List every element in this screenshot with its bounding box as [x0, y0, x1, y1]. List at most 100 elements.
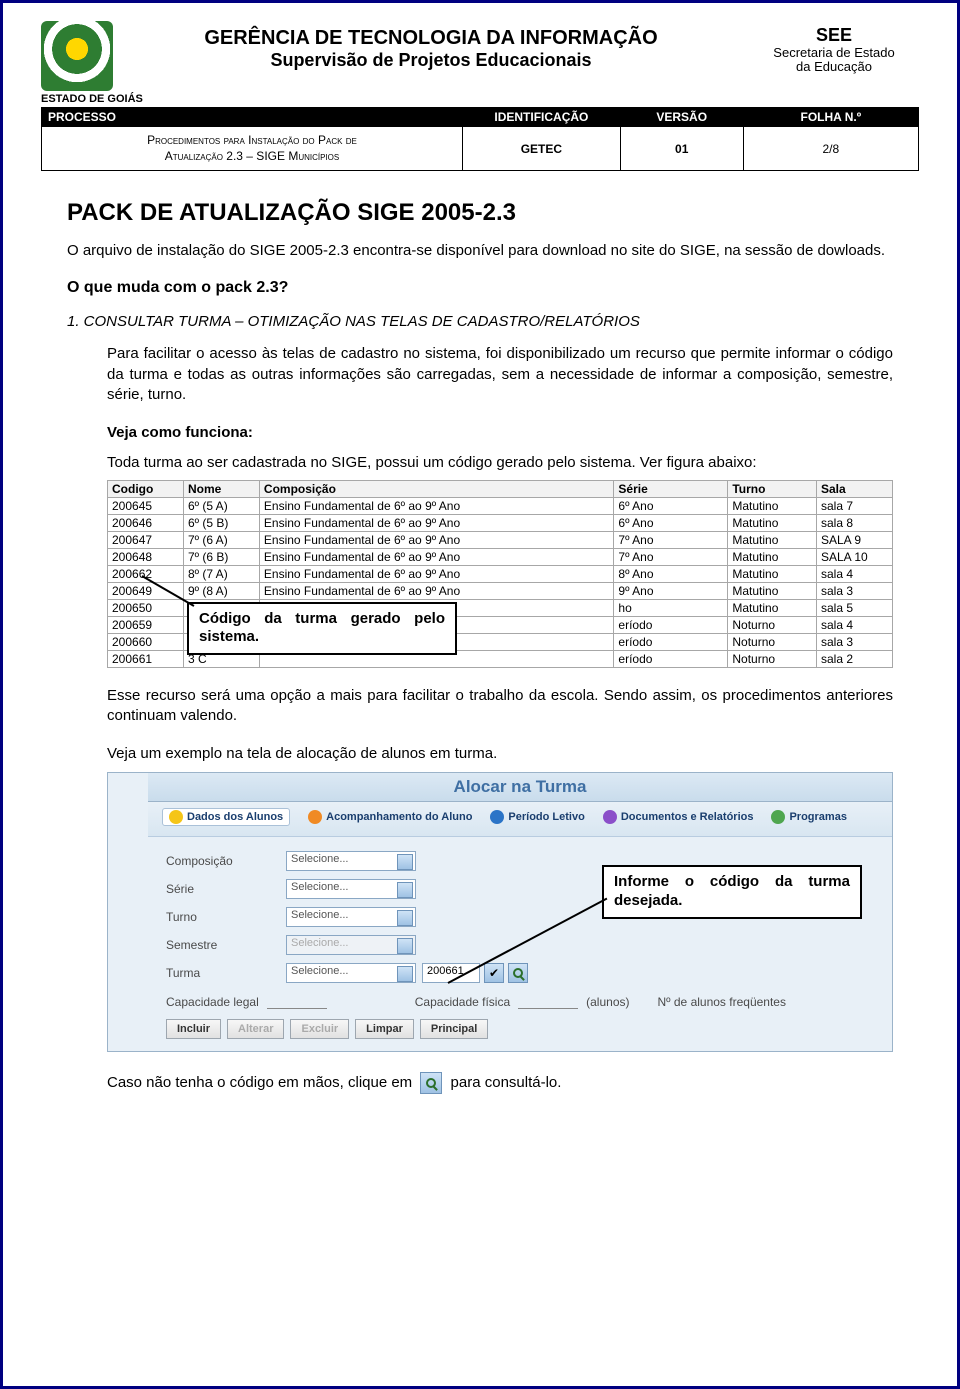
table-cell: 9º (8 A): [183, 582, 259, 599]
row-turma: Turma Selecione... 200661 ✔: [166, 963, 874, 983]
main-title: PACK DE ATUALIZAÇÃO SIGE 2005-2.3: [67, 199, 893, 227]
table-cell: ho: [614, 599, 728, 616]
table-cell: sala 3: [816, 633, 892, 650]
search-icon-inline[interactable]: [420, 1072, 442, 1094]
table-cell: eríodo: [614, 650, 728, 667]
th-ident: IDENTIFICAÇÃO: [462, 108, 620, 127]
see-block: SEE Secretaria de Estado da Educação: [749, 21, 919, 75]
table-cell: Matutino: [728, 582, 817, 599]
table-cell: SALA 9: [816, 531, 892, 548]
table-cell: 200650: [108, 599, 184, 616]
table-cell: 200661: [108, 650, 184, 667]
proc-line1: Procedimentos para Instalação do Pack de: [147, 133, 357, 147]
item1-title: 1. CONSULTAR TURMA – OTIMIZAÇÃO NAS TELA…: [67, 313, 893, 330]
form-body: Composição Selecione... Série Selecione.…: [148, 837, 892, 995]
table-cell: sala 5: [816, 599, 892, 616]
select-semestre: Selecione...: [286, 935, 416, 955]
select-serie[interactable]: Selecione...: [286, 879, 416, 899]
table-cell: 8º Ano: [614, 565, 728, 582]
form-tab[interactable]: Período Letivo: [490, 808, 584, 826]
table-cell: sala 3: [816, 582, 892, 599]
table-cell: 200648: [108, 548, 184, 565]
incluir-button[interactable]: Incluir: [166, 1019, 221, 1039]
form-button-row: IncluirAlterarExcluirLimparPrincipal: [148, 1009, 892, 1039]
table-cell: sala 4: [816, 616, 892, 633]
select-turma[interactable]: Selecione...: [286, 963, 416, 983]
table-cell: Matutino: [728, 565, 817, 582]
header-info-table: PROCESSO IDENTIFICAÇÃO VERSÃO FOLHA N.º …: [41, 107, 919, 171]
after-table-1: Esse recurso será uma opção a mais para …: [67, 686, 893, 727]
table-cell: sala 4: [816, 565, 892, 582]
label-turma: Turma: [166, 966, 286, 980]
ident-value: GETEC: [462, 127, 620, 171]
table-cell: 200659: [108, 616, 184, 633]
table-cell: 6º (5 A): [183, 497, 259, 514]
final-text-2: para consultá-lo.: [451, 1074, 562, 1091]
limpar-button[interactable]: Limpar: [355, 1019, 414, 1039]
folha-value: 2/8: [743, 127, 918, 171]
form-tab[interactable]: Acompanhamento do Aluno: [308, 808, 472, 826]
form-title: Alocar na Turma: [148, 773, 892, 802]
label-serie: Série: [166, 882, 286, 896]
table-cell: Ensino Fundamental de 6º ao 9º Ano: [259, 565, 614, 582]
table-cell: Noturno: [728, 616, 817, 633]
table-cell: 7º Ano: [614, 531, 728, 548]
excluir-button: Excluir: [290, 1019, 349, 1039]
table-cell: Noturno: [728, 633, 817, 650]
table-cell: 9º Ano: [614, 582, 728, 599]
see-sub1: Secretaria de Estado: [749, 46, 919, 60]
principal-button[interactable]: Principal: [420, 1019, 488, 1039]
capacity-row: Capacidade legal Capacidade física (alun…: [148, 995, 892, 1009]
tab-label: Documentos e Relatórios: [621, 811, 754, 823]
table-cell: 6º (5 B): [183, 514, 259, 531]
state-crest-icon: [41, 21, 113, 91]
pencil-icon: [771, 810, 785, 824]
table-header: Turno: [728, 480, 817, 497]
cap-fisica-field[interactable]: [518, 995, 578, 1009]
magnifier-icon: [513, 968, 523, 978]
search-button[interactable]: [508, 963, 528, 983]
table-cell: 200647: [108, 531, 184, 548]
table-header: Codigo: [108, 480, 184, 497]
form-tab[interactable]: Programas: [771, 808, 846, 826]
table-cell: Ensino Fundamental de 6º ao 9º Ano: [259, 531, 614, 548]
table-row: 2006487º (6 B)Ensino Fundamental de 6º a…: [108, 548, 893, 565]
tab-label: Dados dos Alunos: [187, 811, 283, 823]
confirm-button[interactable]: ✔: [484, 963, 504, 983]
magnifier-icon: [426, 1078, 436, 1088]
label-turno: Turno: [166, 910, 286, 924]
table-cell: 200646: [108, 514, 184, 531]
form-tab[interactable]: Documentos e Relatórios: [603, 808, 754, 826]
org-title: GERÊNCIA DE TECNOLOGIA DA INFORMAÇÃO: [113, 27, 749, 50]
table-cell: Ensino Fundamental de 6º ao 9º Ano: [259, 514, 614, 531]
table-cell: 7º (6 B): [183, 548, 259, 565]
tab-label: Programas: [789, 811, 846, 823]
intro-para: O arquivo de instalação do SIGE 2005-2.3…: [67, 241, 893, 261]
header-center: GERÊNCIA DE TECNOLOGIA DA INFORMAÇÃO Sup…: [113, 21, 749, 71]
form-screenshot: Alocar na Turma Dados dos Alunos Acompanh…: [107, 772, 893, 1052]
table-header: Série: [614, 480, 728, 497]
select-composicao[interactable]: Selecione...: [286, 851, 416, 871]
pencil-icon: [603, 810, 617, 824]
cap-legal-field[interactable]: [267, 995, 327, 1009]
th-versao: VERSÃO: [620, 108, 743, 127]
label-composicao: Composição: [166, 854, 286, 868]
callout-informe: Informe o código da turma desejada.: [602, 865, 862, 919]
document-page: GERÊNCIA DE TECNOLOGIA DA INFORMAÇÃO Sup…: [0, 0, 960, 1389]
select-turno[interactable]: Selecione...: [286, 907, 416, 927]
pre-table-text: Toda turma ao ser cadastrada no SIGE, po…: [67, 453, 893, 473]
table-cell: sala 8: [816, 514, 892, 531]
table-cell: Noturno: [728, 650, 817, 667]
table-cell: Ensino Fundamental de 6º ao 9º Ano: [259, 497, 614, 514]
table-cell: 6º Ano: [614, 514, 728, 531]
label-freq: Nº de alunos freqüentes: [658, 995, 786, 1009]
table-cell: Ensino Fundamental de 6º ao 9º Ano: [259, 582, 614, 599]
form-tab[interactable]: Dados dos Alunos: [162, 808, 290, 826]
versao-value: 01: [620, 127, 743, 171]
proc-line2: Atualização 2.3 – SIGE Municípios: [165, 149, 340, 163]
table-screenshot: CodigoNomeComposiçãoSérieTurnoSala200645…: [67, 480, 893, 668]
table-cell: eríodo: [614, 616, 728, 633]
pencil-icon: [169, 810, 183, 824]
table-cell: Matutino: [728, 548, 817, 565]
callout-codigo: Código da turma gerado pelo sistema.: [187, 602, 457, 656]
